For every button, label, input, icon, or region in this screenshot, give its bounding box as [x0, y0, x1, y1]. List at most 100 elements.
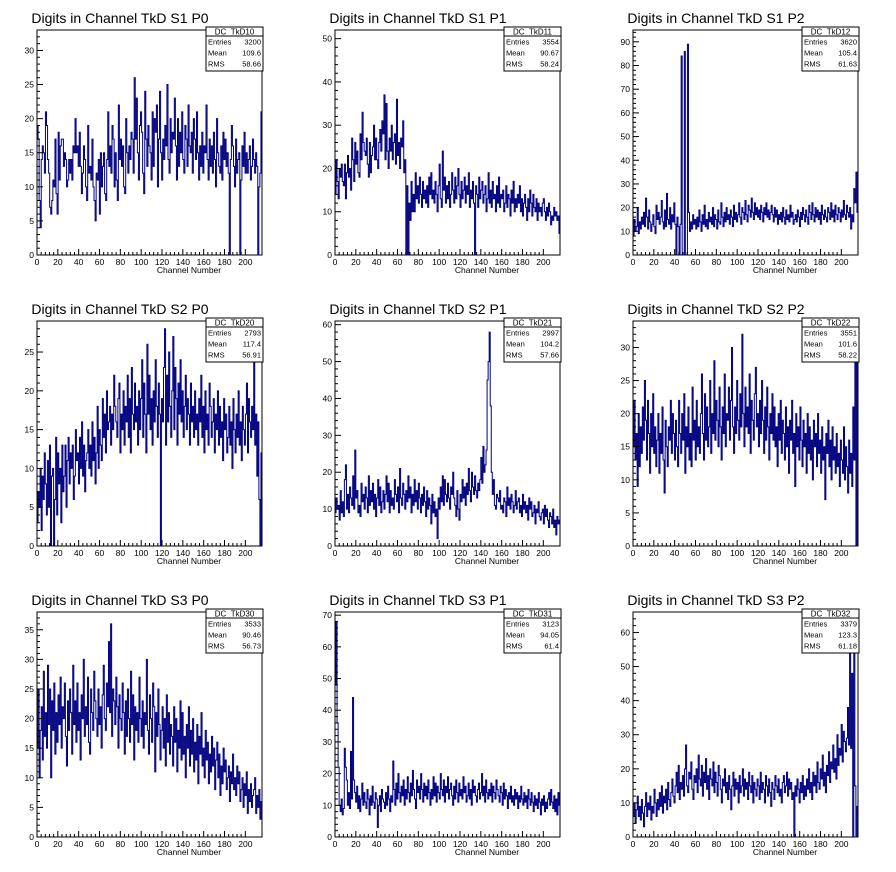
histogram-panel: Digits in Channel TkD S1 P1 0 20 40 60 80 100 1… — [298, 0, 596, 290]
x-tick-label: 20 — [53, 839, 63, 849]
x-tick-label: 160 — [495, 257, 509, 267]
x-tick-label: 0 — [631, 257, 636, 267]
stats-value: 94.05 — [540, 631, 559, 640]
histogram-panel: Digits in Channel TkD S2 P2 0 20 40 60 80 100 1… — [596, 291, 894, 581]
x-tick-label: 140 — [772, 548, 786, 558]
x-axis-label: Channel Number — [455, 847, 519, 857]
stats-value: 3554 — [542, 38, 559, 47]
histogram-svg: Digits in Channel TkD S3 P20 20 40 60 80 100 1… — [621, 592, 860, 857]
x-tick-label: 40 — [670, 257, 680, 267]
x-tick-label: 160 — [793, 257, 807, 267]
x-tick-label: 60 — [691, 839, 701, 849]
stats-value: 58.66 — [242, 60, 261, 69]
y-tick-label: 30 — [621, 342, 631, 352]
y-tick-label: 10 — [621, 475, 631, 485]
x-tick-label: 0 — [333, 839, 338, 849]
stats-key: RMS — [804, 642, 821, 651]
chart-title: Digits in Channel TkD S1 P2 — [627, 10, 804, 26]
x-tick-label: 0 — [631, 839, 636, 849]
chart-title: Digits in Channel TkD S3 P1 — [329, 592, 506, 608]
y-tick-label: 15 — [25, 743, 35, 753]
stats-value: 117.4 — [243, 340, 261, 349]
y-tick-label: 0 — [327, 541, 332, 551]
stats-value: 101.6 — [838, 340, 857, 349]
stats-box — [503, 608, 562, 654]
stats-histogram-name: DC_TkD10 — [215, 28, 255, 37]
x-tick-label: 0 — [35, 257, 40, 267]
x-axis-label: Channel Number — [157, 556, 221, 566]
x-axis-label: Channel Number — [455, 265, 519, 275]
x-tick-label: 20 — [649, 548, 659, 558]
chart-title: Digits in Channel TkD S1 P1 — [329, 10, 506, 26]
x-tick-label: 0 — [631, 548, 636, 558]
x-tick-label: 40 — [670, 839, 680, 849]
stats-histogram-name: DC_TkD31 — [513, 610, 553, 619]
y-tick-label: 30 — [25, 45, 35, 55]
x-tick-label: 180 — [217, 839, 231, 849]
histogram-svg: Digits in Channel TkD S2 P00 20 40 60 80 100 1… — [25, 301, 264, 566]
stats-value: 2997 — [542, 329, 559, 338]
chart-title: Digits in Channel TkD S3 P2 — [627, 592, 804, 608]
x-tick-label: 140 — [772, 839, 786, 849]
stats-key: Entries — [506, 38, 530, 47]
y-tick-label: 70 — [621, 84, 631, 94]
x-tick-label: 140 — [176, 257, 190, 267]
x-tick-label: 120 — [751, 548, 765, 558]
stats-key: Entries — [506, 329, 530, 338]
y-tick-label: 0 — [625, 250, 630, 260]
stats-box — [801, 608, 860, 654]
histogram-series — [37, 77, 262, 256]
y-tick-label: 5 — [29, 216, 34, 226]
y-tick-label: 15 — [621, 442, 631, 452]
y-tick-label: 15 — [25, 148, 35, 158]
x-tick-label: 20 — [53, 548, 63, 558]
stats-key: RMS — [208, 60, 225, 69]
stats-key: RMS — [804, 351, 821, 360]
x-tick-label: 200 — [834, 548, 848, 558]
x-tick-label: 100 — [134, 257, 148, 267]
y-tick-label: 40 — [621, 155, 631, 165]
histogram-panel: Digits in Channel TkD S2 P0 0 20 40 60 80 100 1… — [0, 291, 298, 581]
x-tick-label: 140 — [176, 839, 190, 849]
y-tick-label: 40 — [323, 393, 333, 403]
x-tick-label: 100 — [432, 839, 446, 849]
y-tick-label: 20 — [323, 163, 333, 173]
stats-box — [801, 317, 860, 363]
y-tick-label: 0 — [625, 541, 630, 551]
y-tick-label: 30 — [621, 179, 631, 189]
x-axis-label: Channel Number — [157, 847, 221, 857]
x-axis-label: Channel Number — [455, 556, 519, 566]
y-tick-label: 15 — [25, 425, 35, 435]
x-tick-label: 120 — [155, 548, 169, 558]
y-tick-label: 20 — [621, 409, 631, 419]
stats-value: 61.4 — [544, 642, 559, 651]
stats-histogram-name: DC_TkD11 — [513, 28, 553, 37]
y-tick-label: 5 — [29, 502, 34, 512]
y-tick-label: 30 — [621, 730, 631, 740]
x-tick-label: 140 — [474, 257, 488, 267]
stats-key: Entries — [208, 38, 232, 47]
stats-key: Entries — [506, 620, 530, 629]
x-tick-label: 80 — [712, 839, 722, 849]
stats-value: 56.73 — [242, 642, 261, 651]
x-tick-label: 180 — [813, 257, 827, 267]
x-tick-label: 60 — [393, 548, 403, 558]
stats-key: RMS — [208, 351, 225, 360]
stats-box — [801, 26, 860, 72]
histogram-panel: Digits in Channel TkD S3 P2 0 20 40 60 80 100 1… — [596, 582, 894, 872]
x-tick-label: 20 — [351, 548, 361, 558]
x-axis-label: Channel Number — [753, 847, 817, 857]
stats-value: 90.67 — [540, 49, 559, 58]
x-tick-label: 120 — [155, 257, 169, 267]
stats-value: 3620 — [840, 38, 857, 47]
histogram-svg: Digits in Channel TkD S2 P20 20 40 60 80 100 1… — [621, 301, 860, 566]
histogram-panel: Digits in Channel TkD S3 P1 0 20 40 60 80 100 1… — [298, 582, 596, 872]
chart-title: Digits in Channel TkD S2 P0 — [31, 301, 208, 317]
x-tick-label: 100 — [730, 839, 744, 849]
stats-box — [205, 317, 264, 363]
histogram-panel: Digits in Channel TkD S1 P2 0 20 40 60 80 100 1… — [596, 0, 894, 290]
stats-value: 123.3 — [838, 631, 857, 640]
stats-value: 56.91 — [242, 351, 261, 360]
y-tick-label: 60 — [621, 627, 631, 637]
stats-histogram-name: DC_TkD21 — [513, 319, 553, 328]
